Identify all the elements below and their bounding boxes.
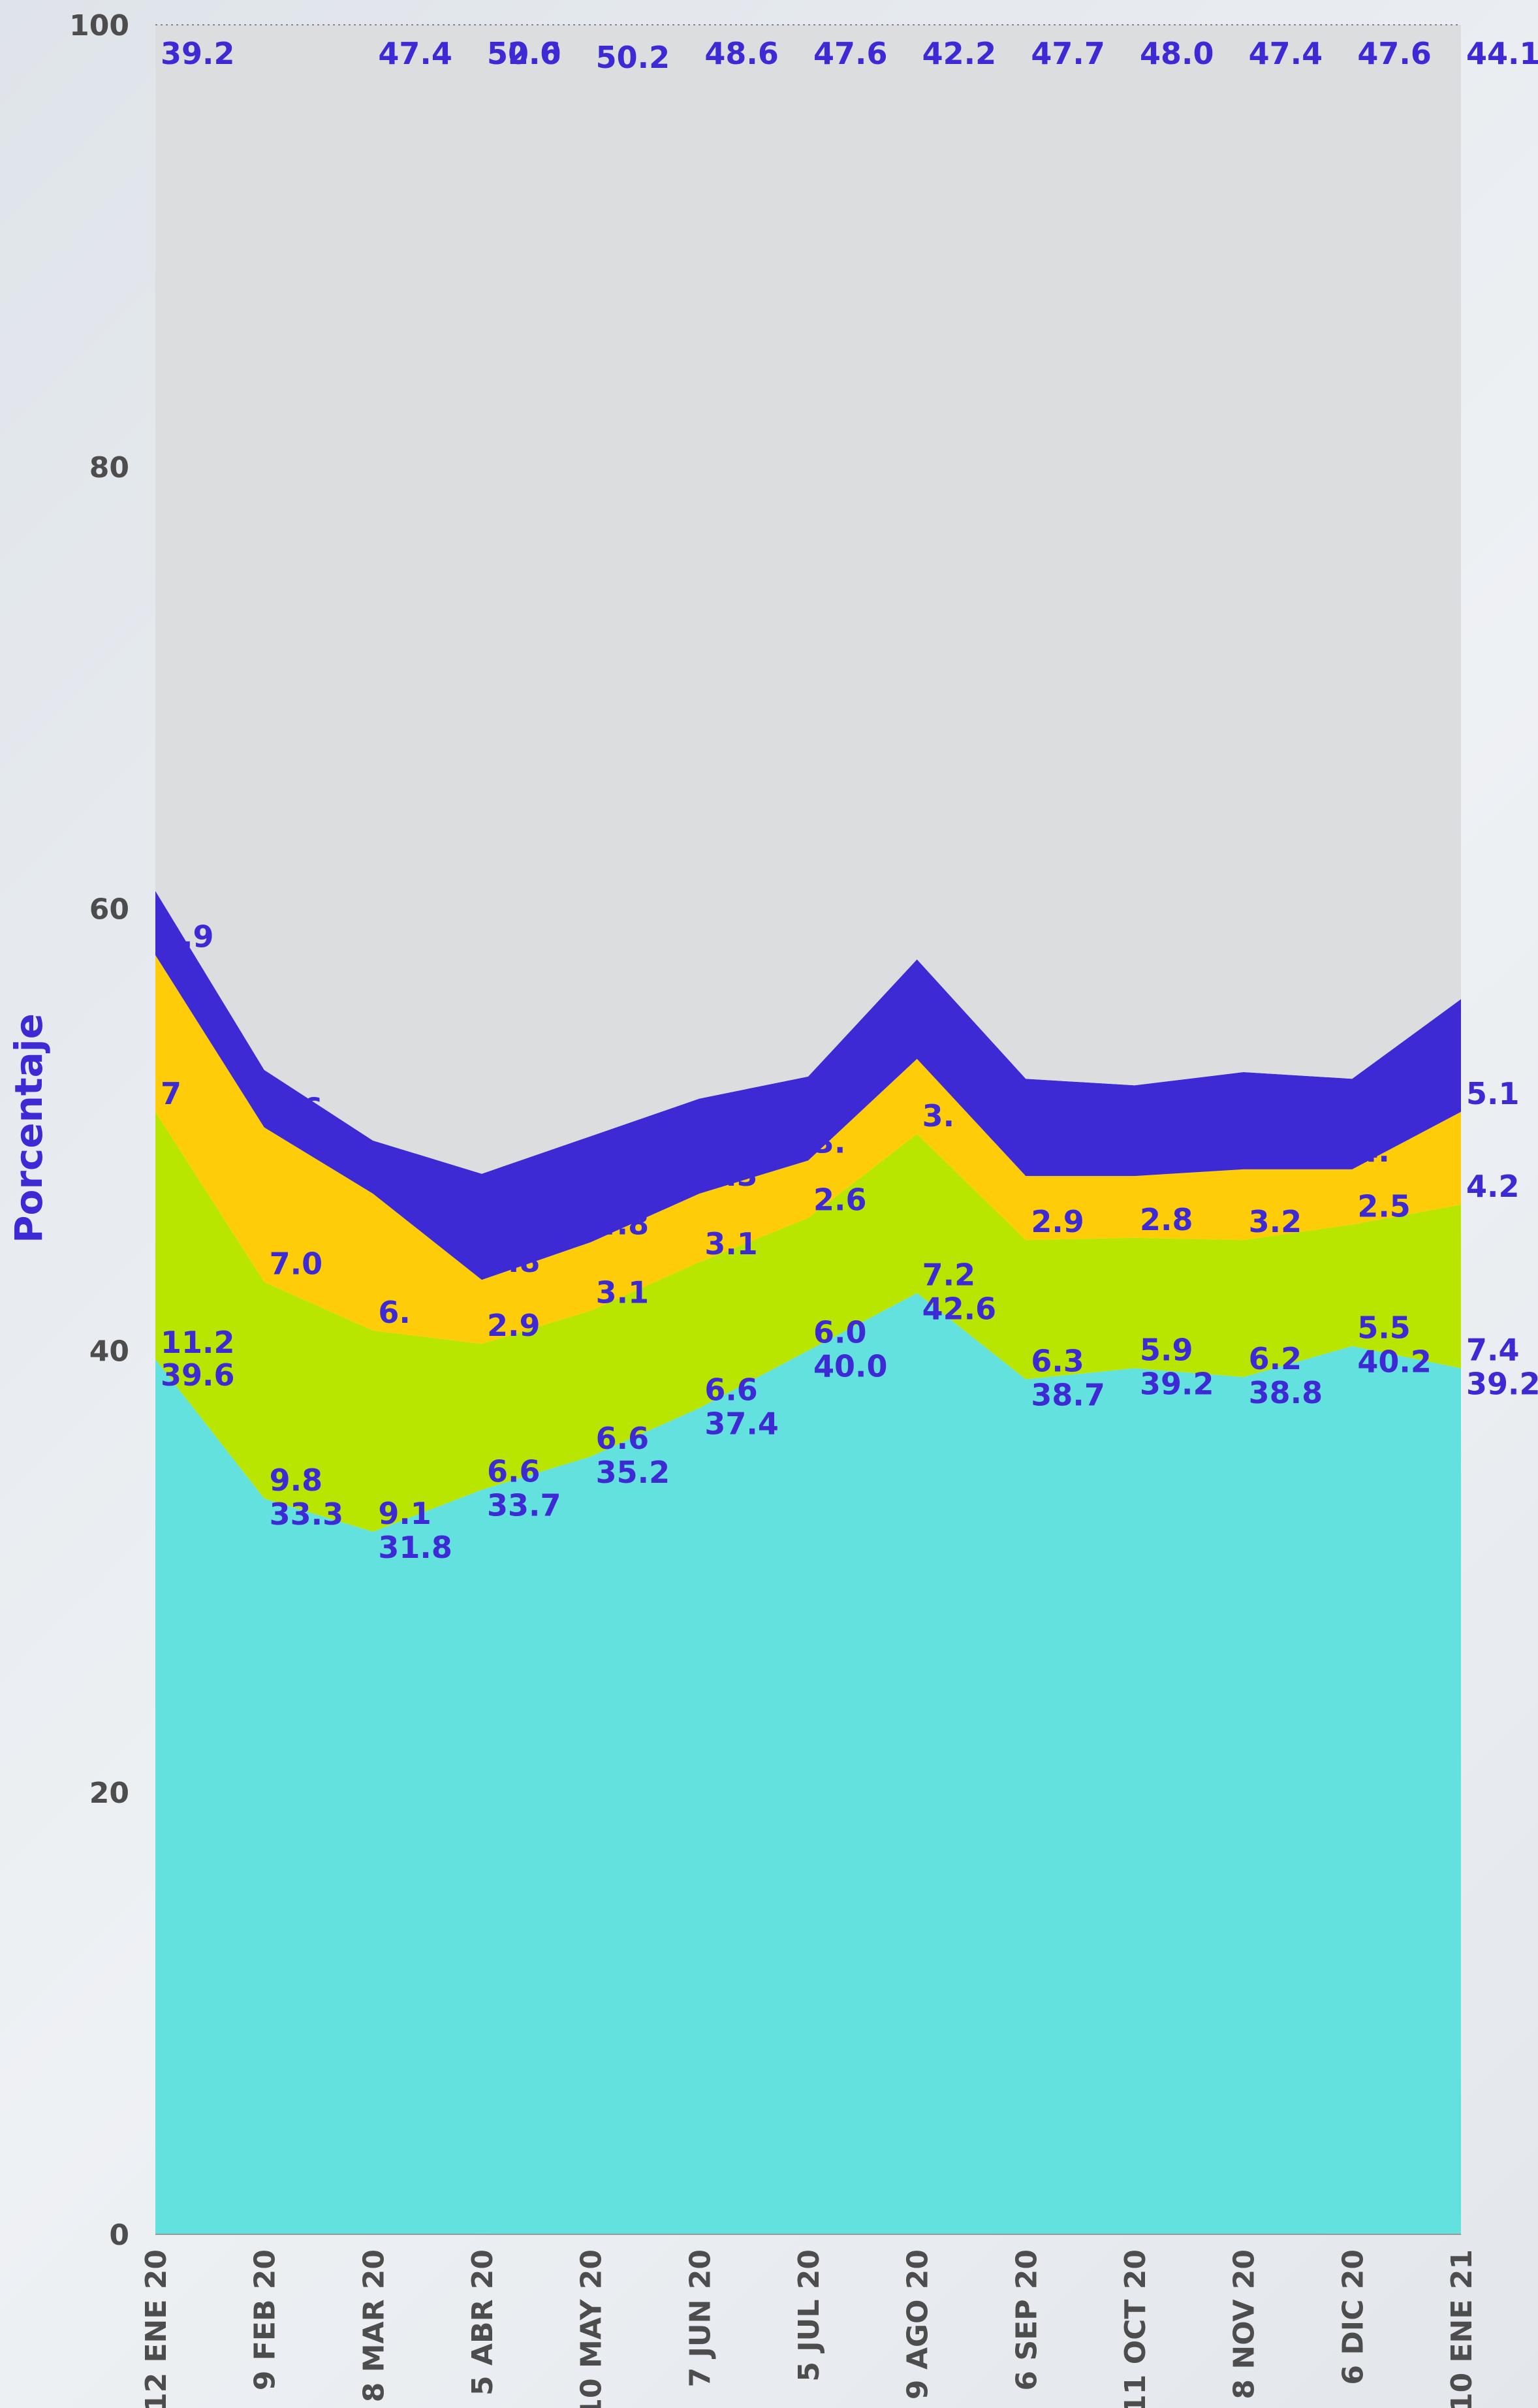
data-label-series-1: 40.2 [1357,1344,1432,1380]
data-label-series-4: 4.1 [1140,1140,1193,1175]
data-label-series-3: 3.1 [596,1275,650,1310]
x-tick-label: 5 JUL 20 [793,2249,826,2382]
y-axis-label: Porcentaje [7,1013,51,1243]
data-label-series-3: 3.2 [1249,1204,1302,1239]
data-label-series-2: 7.4 [1466,1332,1520,1367]
data-label-series-1: 38.7 [1031,1377,1105,1412]
data-label-series-5: 42.2 [922,36,997,71]
data-label-series-5: 50.2 [596,40,670,75]
data-label-series-2: 5.5 [1357,1310,1411,1346]
data-label-series-3: 7 [161,1076,181,1111]
data-label-series-3: 7.0 [270,1246,323,1281]
x-tick-label: 9 FEB 20 [249,2249,282,2390]
data-label-series-1: 33.7 [487,1488,561,1523]
data-label-series-2: 9.1 [378,1496,432,1531]
data-label-series-4: 4.3 [704,1158,758,1193]
area-series-4 [155,891,1461,1280]
data-label-series-2: 7.2 [922,1257,976,1292]
data-label-series-4: 4.4 [1031,1140,1084,1175]
data-label-series-5: 47.7 [1031,36,1105,71]
data-label-series-1: 40.0 [813,1348,888,1384]
data-label-series-4: 5.1 [1466,1076,1520,1111]
x-tick-label: 8 MAR 20 [357,2249,390,2402]
x-tick-label: 9 AGO 20 [902,2249,935,2400]
data-label-series-1: 37.4 [704,1406,779,1441]
area-series-group [155,25,1461,2234]
data-label-series-5: 39.2 [161,36,235,71]
y-tick-label: 80 [89,451,129,484]
data-label-series-1: 31.8 [378,1530,452,1565]
data-label-series-2: 6.0 [813,1314,867,1350]
y-tick-label: 60 [89,893,129,927]
data-label-series-4: 2.6 [270,1092,323,1127]
data-label-series-3: 2.9 [487,1308,541,1343]
x-tick-label: 6 SEP 20 [1010,2249,1043,2390]
data-label-series-2: 11.2 [161,1325,235,1360]
data-label-series-4: 3. [813,1124,845,1160]
data-label-series-3: 3. [922,1098,954,1133]
data-label-series-4: 4.4 [1249,1133,1302,1169]
data-label-series-2: 6.6 [487,1454,541,1489]
data-label-series-5: 44.1 [1466,36,1538,71]
data-label-series-5: 47.4 [378,36,452,71]
data-label-series-1: 39.2 [1466,1366,1538,1401]
data-label-series-4: 4.8 [487,1244,541,1279]
data-label-series-2: 6.3 [1031,1343,1084,1378]
data-label-series-4: 2.4 [378,1158,432,1193]
data-label-series-2: 6.6 [596,1421,650,1456]
x-tick-label: 11 OCT 20 [1119,2249,1152,2408]
y-axis-ticks: 0 20 40 60 80 100 [69,9,129,2252]
data-label-series-1: 33.3 [270,1497,343,1532]
data-label-series-2: 5.9 [1140,1332,1193,1367]
x-tick-label: 12 ENE 20 [140,2249,173,2408]
data-label-series-3: 3.1 [704,1226,758,1261]
y-tick-label: 100 [69,9,129,42]
data-label-series-1: 42.6 [922,1291,997,1326]
data-label-series-2: 6.6 [704,1372,758,1407]
data-label-series-3: 6. [378,1295,410,1330]
x-tick-label: 8 NOV 20 [1228,2249,1261,2400]
x-tick-label: 7 JUN 20 [683,2249,717,2387]
data-label-series-5: 48.6 [704,36,779,71]
area-series-1 [155,1293,1461,2234]
data-label-series-4: 4.8 [596,1207,650,1242]
x-tick-label: 10 ENE 21 [1445,2249,1479,2408]
data-label-series-5: 52.0 [487,36,561,71]
data-label-series-4: 4.5 [922,1023,976,1058]
data-label-series-5: 50.6 [487,36,561,71]
data-label-series-4: 2.9 [161,919,214,955]
data-label-series-2: 9.8 [270,1463,323,1498]
data-label-series-5: 47.4 [1249,36,1323,71]
area-series-2 [155,1111,1461,1532]
data-label-series-2: 6.2 [1249,1341,1302,1376]
data-label-series-4: 4. [1357,1133,1389,1169]
data-labels-group: 39.6 33.3 31.8 33.7 35.2 37.4 40.0 42.6 38.7 39.2… [161,36,1538,1565]
data-label-series-1: 35.2 [596,1455,670,1490]
x-axis-ticks: 12 ENE 20 9 FEB 20 8 MAR 20 5 ABR 20 10 MAY … [140,2249,1479,2408]
y-tick-label: 20 [89,1777,129,1810]
data-label-series-1: 39.6 [161,1357,235,1393]
data-label-series-5: 47.6 [813,36,888,71]
x-tick-label: 5 ABR 20 [466,2249,499,2396]
data-label-series-3: 4.2 [1466,1169,1520,1204]
data-label-series-3: 2.5 [1357,1189,1411,1224]
data-label-series-5: 48.0 [1140,36,1214,71]
x-tick-label: 6 DIC 20 [1336,2249,1370,2385]
data-label-series-1: 38.8 [1249,1375,1323,1410]
y-tick-label: 0 [109,2219,129,2252]
y-tick-label: 40 [89,1335,129,1368]
data-label-series-5: 47.6 [1357,36,1432,71]
area-series-5 [155,25,1461,1174]
data-label-series-3: 2.6 [813,1182,867,1217]
data-label-series-3: 2.9 [1031,1204,1084,1239]
x-tick-label: 10 MAY 20 [575,2249,608,2408]
data-label-series-1: 39.2 [1140,1366,1214,1401]
data-label-series-3: 2.8 [1140,1202,1193,1237]
